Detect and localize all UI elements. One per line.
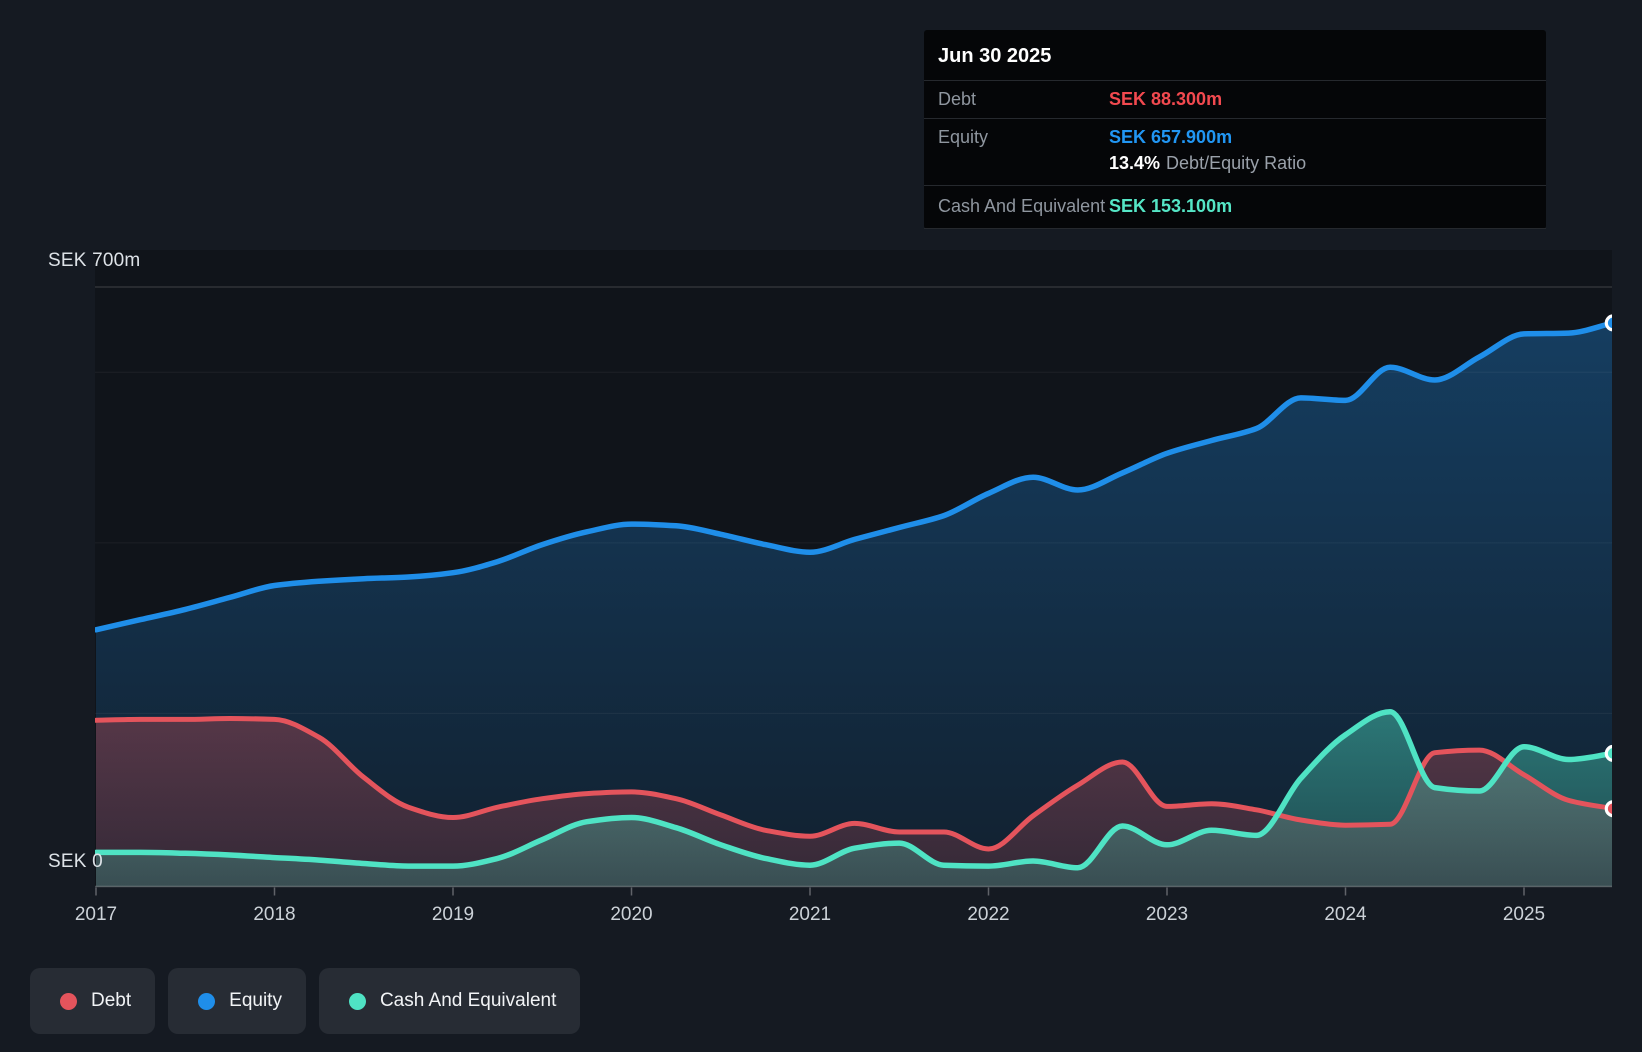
legend-item-debt[interactable]: Debt: [30, 968, 156, 1034]
cash-endpoint-marker: [1604, 744, 1612, 762]
y-axis-label-max: SEK 700m: [48, 250, 141, 271]
cash-dot-icon: [348, 992, 366, 1010]
equity-endpoint-marker: [1604, 314, 1612, 332]
y-axis-label-zero: SEK 0: [48, 851, 103, 872]
legend-item-cash-label: Cash And Equivalent: [379, 990, 557, 1011]
tooltip-ratio-value: 13.4%: [1109, 153, 1161, 173]
tooltip-debt-value: SEK 88.300m: [1109, 89, 1223, 109]
tooltip-cash-value: SEK 153.100m: [1109, 196, 1233, 216]
tooltip-equity-value: SEK 657.900m: [1109, 127, 1233, 147]
tooltip-equity-label: Equity: [938, 127, 989, 147]
tooltip-date: Jun 30 2025: [924, 30, 1546, 81]
cash-line: [95, 708, 1612, 871]
x-axis-label: 2021: [788, 904, 832, 925]
tooltip-cash-label: Cash And Equivalent: [938, 196, 1106, 216]
x-axis-label: 2024: [1324, 904, 1367, 925]
tooltip-row-equity: Equity SEK 657.900m: [924, 119, 1546, 150]
x-axis-label: 2019: [431, 904, 475, 925]
legend-item-debt-label: Debt: [91, 990, 132, 1011]
equity-line: [95, 320, 1612, 633]
tooltip-row-debt: Debt SEK 88.300m: [924, 81, 1546, 119]
x-axis-label: 2017: [74, 904, 118, 925]
x-axis-label: 2018: [253, 904, 296, 925]
tooltip-ratio-label: Debt/Equity Ratio: [1166, 153, 1307, 173]
debt-dot-icon: [60, 992, 77, 1010]
tooltip-row-cash: Cash And Equivalent SEK 153.100m: [924, 186, 1546, 229]
equity-area: [96, 323, 1612, 887]
x-axis-label: 2023: [1145, 904, 1189, 925]
x-axis-label: 2022: [967, 904, 1010, 925]
debt-line: [95, 716, 1612, 852]
legend-item-equity-label: Equity: [229, 990, 282, 1011]
equity-dot-icon: [198, 992, 216, 1010]
legend-item-equity[interactable]: Equity: [168, 968, 306, 1034]
cash-area: [96, 711, 1612, 887]
x-axis-label: 2025: [1502, 904, 1546, 925]
tooltip: Jun 30 2025 Debt SEK 88.300m Equity SEK …: [924, 30, 1546, 229]
debt-endpoint-marker: [1604, 800, 1612, 818]
x-axis-label: 2020: [610, 904, 653, 925]
legend-item-cash[interactable]: Cash And Equivalent: [318, 968, 581, 1034]
legend: Debt Equity Cash And Equivalent: [30, 968, 581, 1034]
tooltip-ratio: 13.4% Debt/Equity Ratio: [924, 150, 1546, 186]
tooltip-debt-label: Debt: [938, 89, 977, 109]
